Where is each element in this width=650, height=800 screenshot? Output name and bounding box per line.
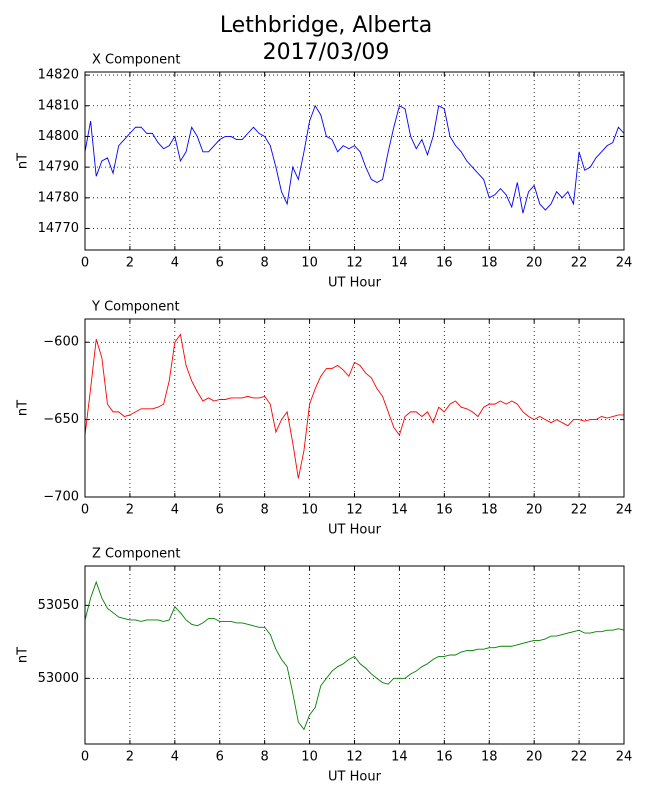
x-tick-label: 2	[126, 750, 134, 765]
y-tick-label: −650	[43, 412, 79, 427]
x-tick-label: 14	[391, 750, 408, 765]
x-tick-label: 8	[261, 256, 269, 271]
x-tick-label: 0	[81, 750, 89, 765]
x-tick-label: 24	[616, 750, 633, 765]
x-tick-label: 6	[216, 503, 224, 518]
data-line	[84, 104, 625, 214]
x-tick-label: 6	[216, 256, 224, 271]
x-tick-label: 10	[301, 503, 318, 518]
y-tick-label: 14770	[38, 221, 79, 236]
y-axis-label: nT	[16, 400, 31, 416]
x-tick-label: 8	[261, 503, 269, 518]
y-tick-label: 14810	[38, 98, 79, 113]
x-tick-label: 14	[391, 503, 408, 518]
x-tick-label: 8	[261, 750, 269, 765]
x-tick-label: 10	[301, 256, 318, 271]
x-tick-label: 0	[81, 256, 89, 271]
panel-title: Z Component	[92, 547, 181, 562]
x-tick-label: 22	[571, 750, 588, 765]
x-tick-label: 4	[171, 256, 179, 271]
x-tick-label: 20	[526, 256, 543, 271]
x-tick-label: 22	[571, 256, 588, 271]
x-tick-label: 10	[301, 750, 318, 765]
x-tick-label: 4	[171, 503, 179, 518]
x-tick-label: 0	[81, 503, 89, 518]
x-tick-label: 6	[216, 750, 224, 765]
y-tick-label: 14800	[38, 129, 79, 144]
x-tick-label: 12	[346, 750, 363, 765]
data-line	[84, 580, 625, 731]
x-axis-label: UT Hour	[328, 770, 382, 785]
x-tick-label: 14	[391, 256, 408, 271]
x-tick-label: 16	[436, 503, 453, 518]
x-tick-label: 24	[616, 503, 633, 518]
y-tick-label: 53000	[38, 671, 79, 686]
x-tick-label: 16	[436, 750, 453, 765]
y-tick-label: 14820	[38, 68, 79, 83]
figure-title: Lethbridge, Alberta	[220, 13, 432, 38]
y-tick-label: −600	[43, 335, 79, 350]
x-tick-label: 2	[126, 503, 134, 518]
x-tick-label: 18	[481, 256, 498, 271]
x-tick-label: 12	[346, 256, 363, 271]
x-tick-label: 16	[436, 256, 453, 271]
x-tick-label: 4	[171, 750, 179, 765]
x-tick-label: 20	[526, 503, 543, 518]
y-axis-label: nT	[16, 153, 31, 169]
panel-title: X Component	[92, 53, 181, 68]
x-tick-label: 18	[481, 750, 498, 765]
x-tick-label: 2	[126, 256, 134, 271]
y-axis-label: nT	[16, 647, 31, 663]
figure-subtitle: 2017/03/09	[263, 40, 390, 65]
data-line	[84, 333, 624, 479]
y-tick-label: −700	[43, 490, 79, 505]
x-axis-label: UT Hour	[328, 523, 382, 538]
plot-frame	[84, 71, 625, 251]
plot-frame	[84, 318, 625, 498]
y-tick-label: 53050	[38, 598, 79, 613]
x-tick-label: 18	[481, 503, 498, 518]
x-tick-label: 20	[526, 750, 543, 765]
x-tick-label: 24	[616, 256, 633, 271]
panel-title: Y Component	[91, 300, 180, 315]
x-tick-label: 22	[571, 503, 588, 518]
y-tick-label: 14780	[38, 190, 79, 205]
x-axis-label: UT Hour	[328, 276, 382, 291]
x-tick-label: 12	[346, 503, 363, 518]
plot-frame	[84, 565, 625, 745]
y-tick-label: 14790	[38, 160, 79, 175]
